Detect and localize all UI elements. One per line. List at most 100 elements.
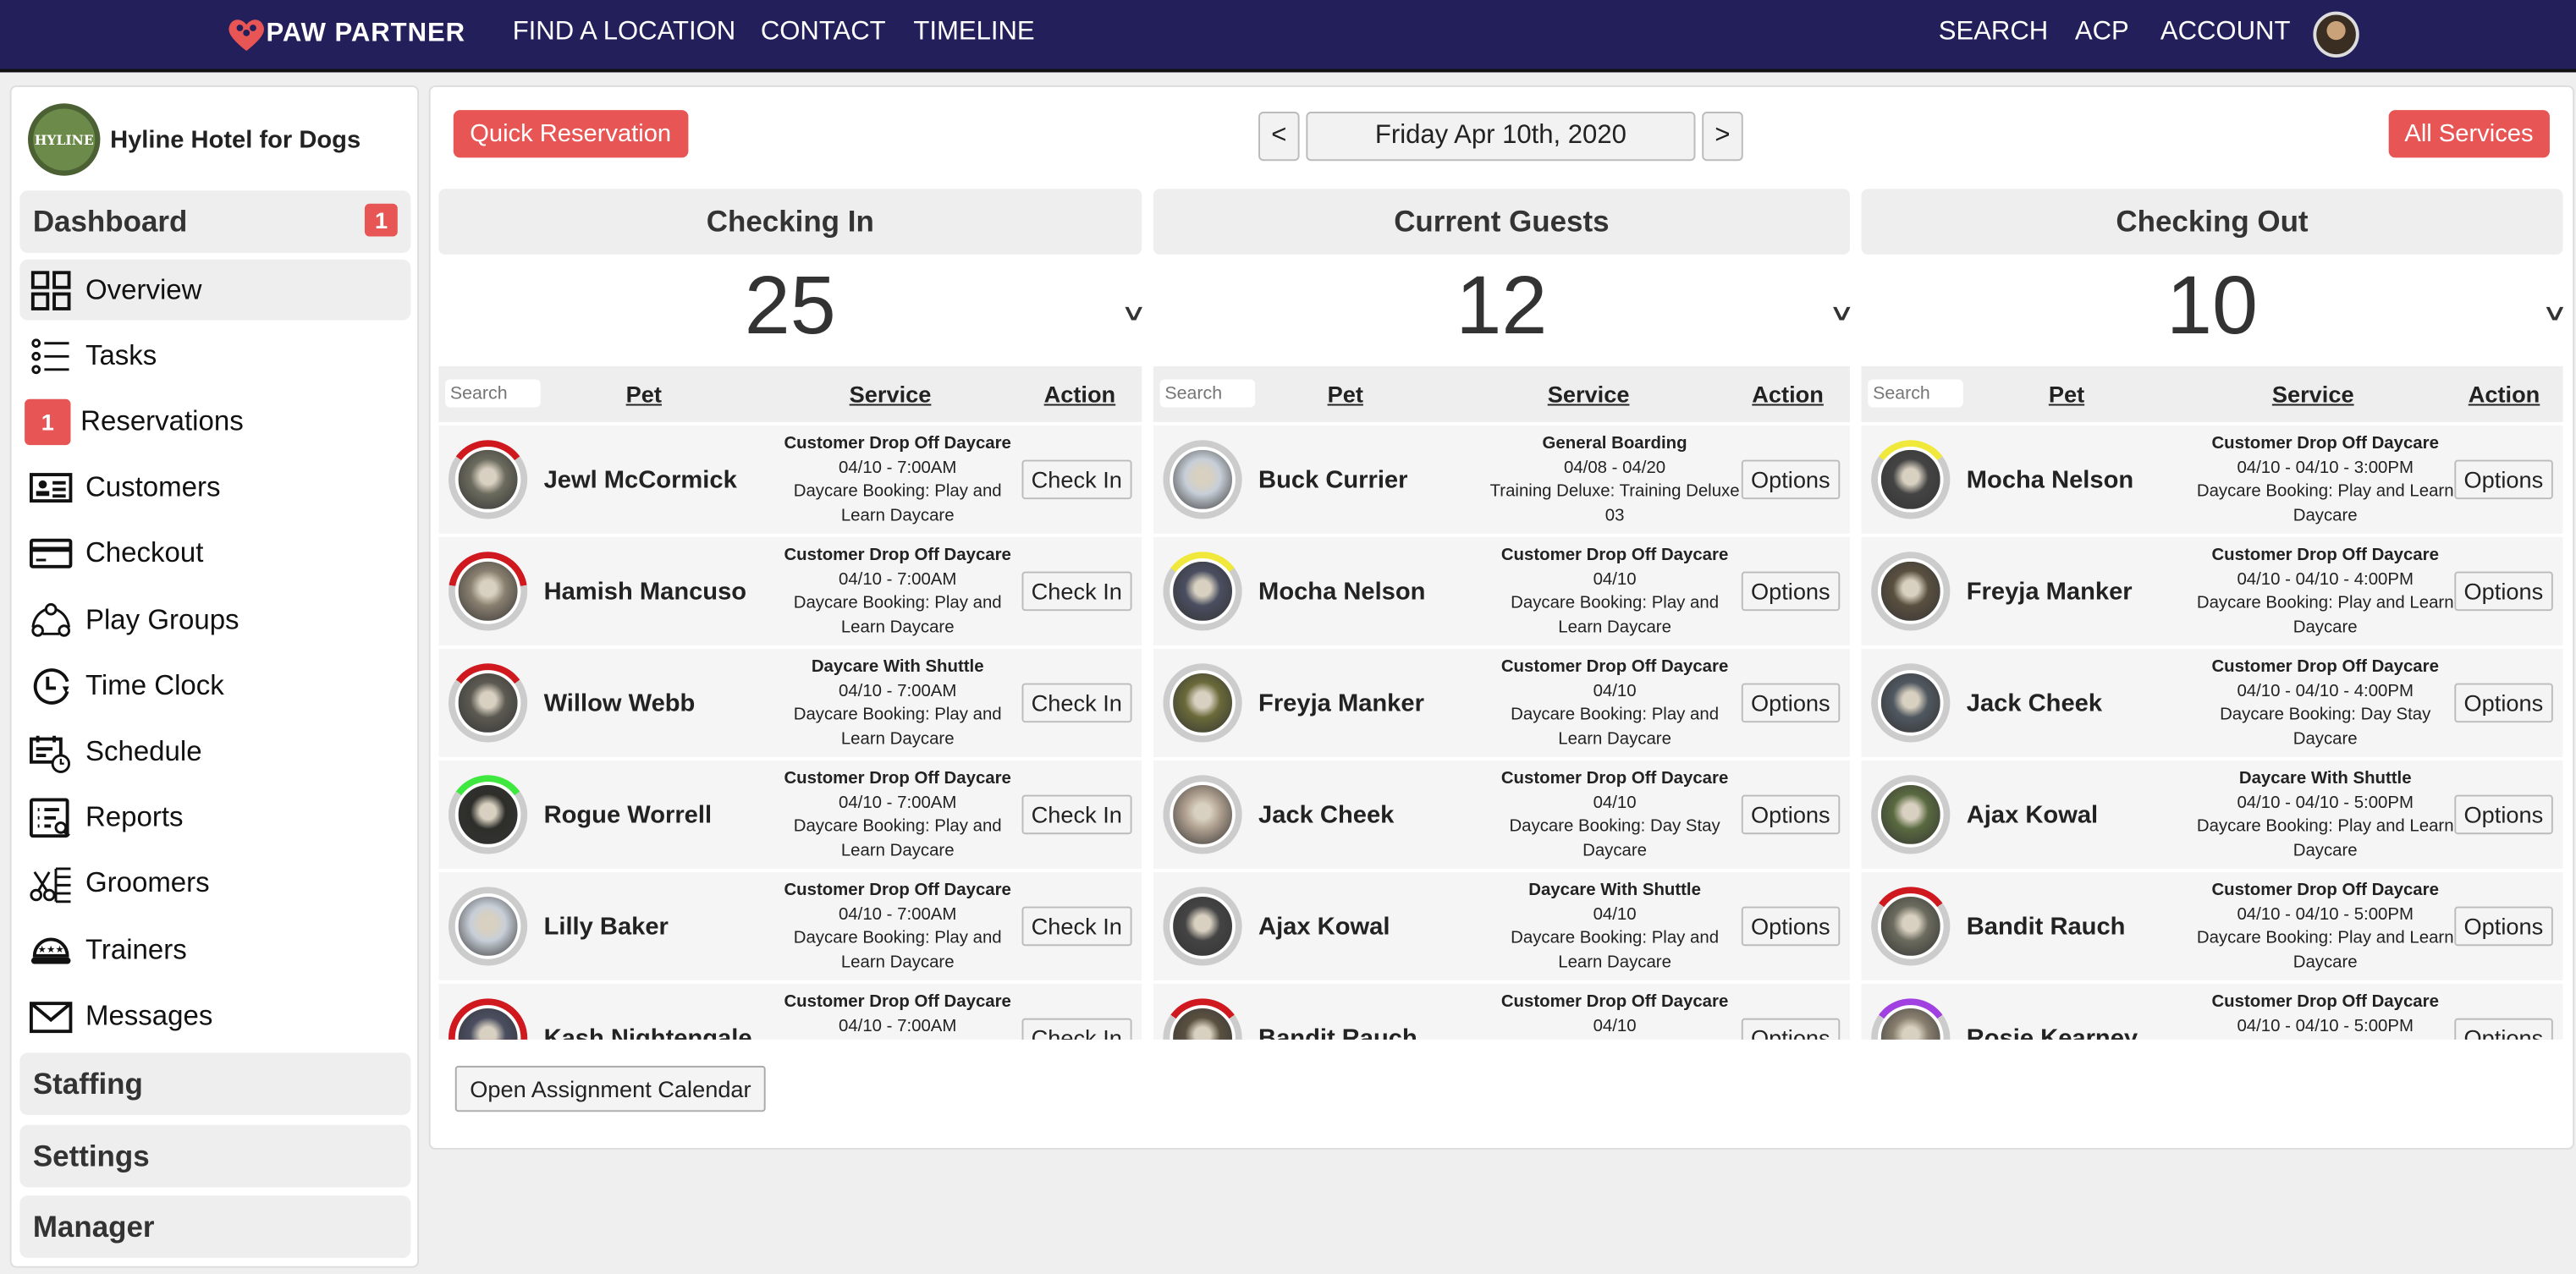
table-row[interactable]: Bandit Rauch Customer Drop Off Daycare 04… [1153,983,1850,1040]
sidebar-item-trainers[interactable]: ★★★ Trainers [19,920,410,980]
pet-avatar[interactable] [1163,663,1242,743]
check-in-button[interactable]: Check In [1021,683,1132,723]
check-in-button[interactable]: Check In [1021,459,1132,500]
pet-avatar[interactable] [1871,998,1951,1040]
pet-name[interactable]: Jack Cheek [1258,800,1395,829]
table-row[interactable]: Mocha Nelson Customer Drop Off Daycare 04… [1153,536,1850,645]
pet-name[interactable]: Jewl McCormick [543,465,737,494]
check-in-button[interactable]: Check In [1021,571,1132,612]
table-row[interactable]: Jack Cheek Customer Drop Off Daycare 04/1… [1153,760,1850,869]
chevron-down-icon[interactable]: ∨ [1120,299,1148,326]
options-button[interactable]: Options [1741,906,1841,947]
sidebar-item-reservations[interactable]: 1 Reservations [19,392,410,453]
pet-avatar[interactable] [1871,552,1951,631]
table-row[interactable]: Willow Webb Daycare With Shuttle 04/10 - … [438,648,1142,757]
pet-name[interactable]: Mocha Nelson [1966,465,2134,494]
section-settings[interactable]: Settings [19,1124,411,1188]
options-button[interactable]: Options [1741,571,1841,612]
action-column-header[interactable]: Action [2468,381,2540,408]
table-row[interactable]: Hamish Mancuso Customer Drop Off Daycare… [438,536,1142,645]
table-row[interactable]: Freyja Manker Customer Drop Off Daycare 0… [1861,536,2563,645]
pet-name[interactable]: Rogue Worrell [543,800,713,829]
service-column-header[interactable]: Service [2271,381,2354,408]
pet-name[interactable]: Kash Nightengale [543,1024,752,1040]
options-button[interactable]: Options [2453,459,2553,500]
pet-name[interactable]: Freyja Manker [1966,577,2133,606]
nav-find-location[interactable]: FIND A LOCATION [512,18,736,47]
options-button[interactable]: Options [2453,1018,2553,1040]
date-display[interactable]: Friday Apr 10th, 2020 [1306,112,1696,162]
pet-name[interactable]: Bandit Rauch [1258,1024,1417,1040]
section-staffing[interactable]: Staffing [19,1052,411,1116]
pet-avatar[interactable] [1163,440,1242,519]
pet-avatar[interactable] [1871,663,1951,743]
options-button[interactable]: Options [1741,794,1841,835]
table-row[interactable]: Bandit Rauch Customer Drop Off Daycare 04… [1861,871,2563,980]
pet-column-header[interactable]: Pet [2048,381,2085,408]
table-row[interactable]: Ajax Kowal Daycare With Shuttle 04/10 - 0… [1861,760,2563,869]
options-button[interactable]: Options [1741,683,1841,723]
sidebar-item-time-clock[interactable]: Time Clock [19,656,410,717]
next-day-button[interactable]: > [1702,112,1743,162]
sidebar-item-overview[interactable]: Overview [19,259,411,321]
check-in-button[interactable]: Check In [1021,906,1132,947]
pet-name[interactable]: Ajax Kowal [1966,800,2099,829]
nav-acp[interactable]: ACP [2074,18,2129,47]
pet-avatar[interactable] [448,775,528,854]
table-body[interactable]: Mocha Nelson Customer Drop Off Daycare 04… [1861,422,2563,1040]
sidebar-item-checkout[interactable]: Checkout [19,524,410,585]
pet-search-input[interactable] [445,379,541,408]
pet-avatar[interactable] [1163,887,1242,966]
pet-avatar[interactable] [1871,775,1951,854]
pet-name[interactable]: Buck Currier [1258,465,1408,494]
pet-avatar[interactable] [1871,440,1951,519]
pet-column-header[interactable]: Pet [625,381,662,408]
table-row[interactable]: Ajax Kowal Daycare With Shuttle 04/10 Dayc… [1153,871,1850,980]
table-row[interactable]: Lilly Baker Customer Drop Off Daycare 04/… [438,871,1142,980]
options-button[interactable]: Options [2453,683,2553,723]
sidebar-item-messages[interactable]: Messages [19,986,410,1046]
nav-contact[interactable]: CONTACT [760,18,886,47]
nav-account[interactable]: ACCOUNT [2160,18,2291,47]
table-row[interactable]: Kash Nightengale Customer Drop Off Dayca… [438,983,1142,1040]
pet-avatar[interactable] [448,887,528,966]
service-column-header[interactable]: Service [849,381,932,408]
options-button[interactable]: Options [1741,1018,1841,1040]
table-row[interactable]: Rogue Worrell Customer Drop Off Daycare 0… [438,760,1142,869]
action-column-header[interactable]: Action [1043,381,1116,408]
pet-name[interactable]: Hamish Mancuso [543,577,747,606]
pet-avatar[interactable] [1163,998,1242,1040]
table-body[interactable]: Buck Currier General Boarding 04/08 - 04/… [1153,422,1850,1040]
pet-name[interactable]: Willow Webb [543,689,696,717]
pet-name[interactable]: Bandit Rauch [1966,912,2126,941]
pet-name[interactable]: Jack Cheek [1966,689,2103,717]
table-row[interactable]: Rosie Kearney Customer Drop Off Daycare 0… [1861,983,2563,1040]
service-column-header[interactable]: Service [1547,381,1630,408]
options-button[interactable]: Options [2453,794,2553,835]
pet-avatar[interactable] [1163,552,1242,631]
sidebar-item-play-groups[interactable]: Play Groups [19,590,410,651]
pet-avatar[interactable] [448,440,528,519]
nav-timeline[interactable]: TIMELINE [913,18,1035,47]
all-services-button[interactable]: All Services [2387,110,2550,158]
chevron-down-icon[interactable]: ∨ [1828,299,1855,326]
brand-logo[interactable]: PAW PARTNER [227,16,465,52]
pet-name[interactable]: Rosie Kearney [1966,1024,2138,1040]
sidebar-item-customers[interactable]: Customers [19,458,410,519]
options-button[interactable]: Options [2453,906,2553,947]
sidebar-item-tasks[interactable]: Tasks [19,326,410,387]
sidebar-item-schedule[interactable]: Schedule [19,722,410,783]
table-row[interactable]: Jewl McCormick Customer Drop Off Daycare… [438,425,1142,534]
nav-search[interactable]: SEARCH [1938,18,2049,47]
sidebar-item-reports[interactable]: Reports [19,788,410,848]
pet-avatar[interactable] [448,998,528,1040]
user-avatar[interactable] [2313,11,2359,58]
pet-name[interactable]: Ajax Kowal [1258,912,1390,941]
check-in-button[interactable]: Check In [1021,1018,1132,1040]
pet-name[interactable]: Lilly Baker [543,912,669,941]
pet-name[interactable]: Freyja Manker [1258,689,1424,717]
table-row[interactable]: Jack Cheek Customer Drop Off Daycare 04/1… [1861,648,2563,757]
sidebar-item-groomers[interactable]: Groomers [19,854,410,914]
options-button[interactable]: Options [2453,571,2553,612]
pet-avatar[interactable] [448,552,528,631]
